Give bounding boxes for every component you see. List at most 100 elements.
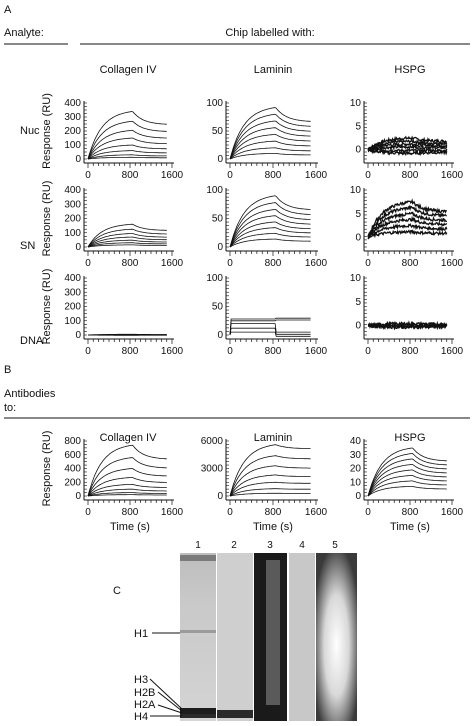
- y-tick-label: 400: [64, 273, 81, 284]
- y-tick-label: 200: [64, 477, 81, 488]
- y-tick-label: 6000: [201, 436, 224, 447]
- x-tick-label: 800: [122, 507, 139, 518]
- x-tick-label: 0: [227, 258, 233, 269]
- y-tick-label: 40: [350, 436, 362, 447]
- x-tick-label: 1600: [305, 507, 328, 518]
- x-tick-label: 0: [85, 170, 91, 181]
- gel-lane-2-band: [217, 710, 253, 718]
- y-tick-label: 300: [64, 199, 81, 210]
- sensorgram-curve: [230, 222, 311, 247]
- x-tick-label: 1600: [441, 507, 464, 518]
- gel-lane-3-ladder: [266, 560, 280, 705]
- y-tick-label: 0: [75, 491, 81, 502]
- band-label-h3: H3: [134, 674, 148, 686]
- y-tick-label: 400: [64, 98, 81, 109]
- x-tick-label: 1600: [441, 346, 464, 357]
- x-tick-label: 0: [227, 507, 233, 518]
- gel-lane-1-h4-band: [180, 714, 216, 718]
- y-tick-label: 5: [355, 121, 361, 132]
- y-tick-label: 0: [355, 233, 361, 244]
- x-tick-label: 1600: [441, 258, 464, 269]
- panel-c-letter: C: [113, 585, 121, 597]
- sensorgram-curve: [88, 445, 167, 496]
- sensorgram-curve: [368, 486, 447, 496]
- sensorgram-curve: [88, 145, 167, 159]
- x-tick-label: 800: [265, 507, 282, 518]
- y-tick-label: 200: [64, 302, 81, 313]
- x-tick-label: 800: [122, 346, 139, 357]
- y-tick-label: 10: [350, 185, 362, 196]
- lane-label-1: 1: [195, 540, 201, 551]
- x-tick-label: 0: [365, 507, 371, 518]
- x-axis-label: Time (s): [390, 521, 430, 533]
- y-tick-label: 3000: [201, 464, 224, 475]
- x-tick-label: 800: [402, 258, 419, 269]
- x-tick-label: 0: [227, 170, 233, 181]
- chart-A-SN-hspg: 0 5 10 0 800 1600: [350, 185, 464, 269]
- y-tick-label: 0: [217, 242, 223, 253]
- y-axis-label: Response (RU): [41, 269, 53, 345]
- y-tick-label: 0: [217, 154, 223, 165]
- x-tick-label: 800: [402, 507, 419, 518]
- x-tick-label: 0: [227, 346, 233, 357]
- sensorgram-curve: [88, 245, 167, 247]
- y-tick-label: 600: [64, 450, 81, 461]
- panel-b-letter: B: [4, 364, 11, 376]
- antibodies-label-line2: to:: [4, 402, 16, 414]
- y-tick-label: 100: [206, 98, 223, 109]
- x-tick-label: 1600: [305, 346, 328, 357]
- antibodies-label-line1: Antibodies: [4, 388, 56, 400]
- row-label-sn: SN: [20, 240, 35, 252]
- y-tick-label: 100: [206, 273, 223, 284]
- y-axis-label: Response (RU): [41, 431, 53, 507]
- sensorgram-curve: [368, 475, 447, 496]
- y-tick-label: 30: [350, 450, 362, 461]
- x-tick-label: 1600: [305, 170, 328, 181]
- a-col-header-hspg: HSPG: [394, 64, 425, 76]
- gel-lane-4: [289, 553, 315, 721]
- sensorgram-curve: [230, 328, 311, 335]
- y-tick-label: 5: [355, 209, 361, 220]
- y-tick-label: 400: [64, 185, 81, 196]
- gel-lane-1: [180, 553, 216, 721]
- sensorgram-curve: [230, 456, 311, 496]
- y-tick-label: 10: [350, 98, 362, 109]
- panel-a-letter: A: [4, 4, 12, 16]
- b-col-header-collagen: Collagen IV: [100, 432, 158, 444]
- y-tick-label: 0: [217, 491, 223, 502]
- b-col-header-hspg: HSPG: [394, 432, 425, 444]
- y-tick-label: 100: [64, 228, 81, 239]
- x-tick-label: 800: [122, 258, 139, 269]
- band-label-h1: H1: [134, 628, 148, 640]
- gel-lane-1-top-band: [180, 555, 216, 561]
- y-axis-label: Response (RU): [41, 93, 53, 169]
- analyte-label: Analyte:: [4, 27, 44, 39]
- y-tick-label: 50: [212, 214, 224, 225]
- x-tick-label: 800: [122, 170, 139, 181]
- chip-label: Chip labelled with:: [225, 27, 314, 39]
- y-tick-label: 20: [350, 464, 362, 475]
- x-tick-label: 800: [265, 170, 282, 181]
- lane-label-2: 2: [231, 540, 237, 551]
- sensorgram-curve: [230, 489, 311, 496]
- y-tick-label: 0: [75, 242, 81, 253]
- y-tick-label: 0: [355, 321, 361, 332]
- x-tick-label: 0: [365, 258, 371, 269]
- y-tick-label: 100: [206, 185, 223, 196]
- sensorgram-curve: [230, 493, 311, 496]
- y-tick-label: 800: [64, 436, 81, 447]
- lane-label-5: 5: [332, 540, 338, 551]
- a-col-header-laminin: Laminin: [254, 64, 293, 76]
- x-tick-label: 800: [265, 258, 282, 269]
- gel-panel: C 1 2 3 4 5 H1: [113, 540, 357, 721]
- y-tick-label: 10: [350, 477, 362, 488]
- y-tick-label: 100: [64, 140, 81, 151]
- row-label-nuc: Nuc: [20, 125, 40, 137]
- sensorgram-curve: [88, 112, 167, 160]
- band-label-h4: H4: [134, 711, 148, 721]
